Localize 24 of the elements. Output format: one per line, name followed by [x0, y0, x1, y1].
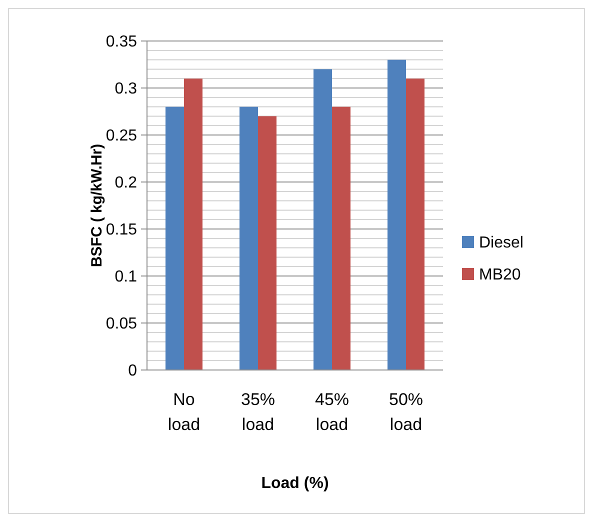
- bar: [258, 116, 276, 370]
- y-axis-title: BSFC ( kg/kW.Hr): [88, 144, 106, 268]
- y-tick-label: 0.2: [114, 174, 138, 192]
- x-tick-label: 35% load: [240, 390, 276, 434]
- y-tick-label: 0.3: [114, 80, 138, 98]
- legend-label: Diesel: [479, 234, 524, 252]
- y-tick-label: 0.1: [114, 268, 138, 286]
- x-tick-label: No load: [168, 390, 200, 434]
- bar: [332, 106, 350, 370]
- y-tick-label: 0.05: [106, 316, 138, 333]
- x-tick-label: 50% load: [388, 390, 424, 434]
- x-axis-title: Load (%): [261, 475, 329, 492]
- legend-label: MB20: [479, 266, 521, 284]
- x-tick-label: 45% load: [314, 390, 350, 434]
- y-tick-label: 0.25: [106, 128, 138, 145]
- bar: [240, 106, 258, 370]
- y-tick-label: 0.15: [106, 222, 138, 239]
- bar: [406, 78, 424, 370]
- y-tick-label: 0: [128, 362, 138, 380]
- bar: [184, 78, 202, 370]
- bar: [166, 106, 184, 370]
- bar: [314, 69, 332, 370]
- bar: [388, 60, 406, 370]
- y-tick-label: 0.35: [106, 34, 138, 51]
